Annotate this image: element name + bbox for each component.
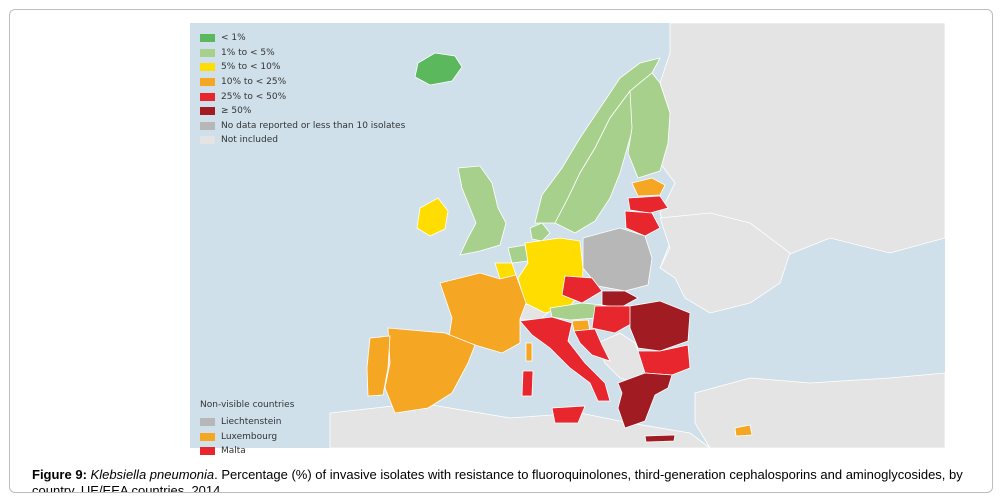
non-visible-item: Luxembourg [200,430,294,445]
region-iceland [414,52,463,86]
region-ireland [416,197,449,237]
legend-swatch [200,107,215,116]
legend-label: < 1% [221,33,246,44]
non-visible-legend: Non-visible countries Liechtenstein Luxem… [200,400,294,459]
legend-swatch [200,63,215,72]
legend-item: < 1% [200,31,405,46]
region-crete [644,434,676,443]
turkey-land [694,372,945,448]
region-corsica [525,342,533,362]
legend-item: 10% to < 25% [200,75,405,90]
legend-item: 1% to < 5% [200,46,405,61]
region-slovakia [601,290,639,309]
non-visible-item: Malta [200,444,294,459]
legend-swatch [200,48,215,57]
legend-label: ≥ 50% [221,106,252,117]
region-united-kingdom [457,165,507,256]
legend-swatch [200,136,215,145]
legend-item: ≥ 50% [200,104,405,119]
figure-caption: Figure 9: Klebsiella pneumonia. Percenta… [32,467,992,493]
legend-swatch [200,78,215,87]
legend-label: 25% to < 50% [221,91,287,102]
legend-label: 1% to < 5% [221,47,275,58]
region-croatia [573,328,611,362]
region-greece [617,372,673,429]
caption-label: Figure 9: [32,467,87,482]
figure-frame: < 1% 1% to < 5% 5% to < 10% 10% to < 25% 25%… [9,9,993,493]
map-panel [190,23,945,448]
europe-map [329,23,945,448]
region-hungary [591,305,639,334]
legend-label: 5% to < 10% [221,62,281,73]
region-estonia [631,177,666,197]
caption-species: Klebsiella pneumonia [90,467,215,482]
region-germany [517,237,584,314]
region-portugal [366,335,391,397]
region-sicily [551,405,586,424]
region-netherlands [507,244,529,264]
legend-swatch [200,92,215,101]
non-visible-swatch [200,447,215,456]
region-italy [519,316,611,402]
region-sardinia [521,370,534,397]
region-finland [627,72,671,179]
legend-item: No data reported or less than 10 isolate… [200,119,405,134]
legend-item: Not included [200,133,405,148]
legend-label: 10% to < 25% [221,77,287,88]
countries [366,52,753,443]
legend-item: 5% to < 10% [200,60,405,75]
non-visible-swatch [200,418,215,427]
region-romania [629,300,691,352]
belarus-ukraine-land [659,212,791,314]
non-visible-label: Liechtenstein [221,417,282,428]
legend-swatch [200,34,215,43]
region-czech-republic [561,275,603,304]
legend-label: No data reported or less than 10 isolate… [221,120,406,131]
non-visible-swatch [200,432,215,441]
region-spain [384,327,476,414]
region-poland [582,227,653,292]
non-visible-title: Non-visible countries [200,400,295,410]
non-visible-item: Liechtenstein [200,415,294,430]
region-latvia [627,195,669,214]
legend-swatch [200,121,215,130]
legend-item: 25% to < 50% [200,89,405,104]
legend-label: Not included [221,135,278,146]
region-denmark [529,222,551,242]
map-legend: < 1% 1% to < 5% 5% to < 10% 10% to < 25% 25%… [200,31,405,148]
non-visible-label: Luxembourg [221,431,278,442]
region-cyprus [734,424,753,437]
non-visible-label: Malta [221,446,246,457]
caption-text: . Percentage (%) of invasive isolates wi… [32,467,963,493]
region-lithuania [624,210,661,237]
